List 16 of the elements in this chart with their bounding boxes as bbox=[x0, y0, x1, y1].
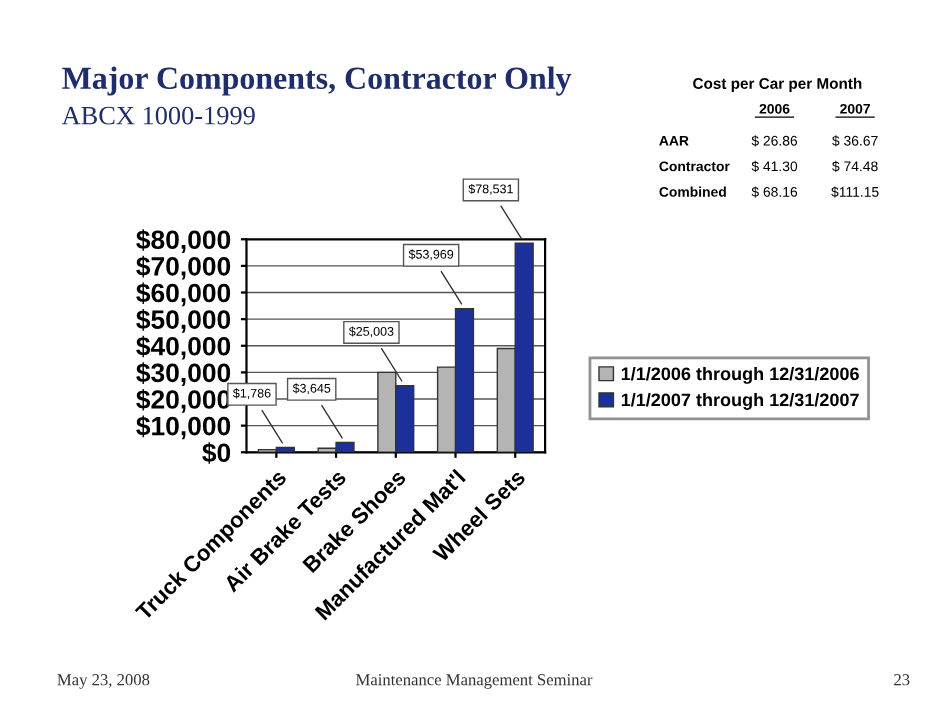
y-tick-label: $50,000 bbox=[136, 309, 231, 333]
y-tick-label: $10,000 bbox=[136, 415, 231, 440]
y-tick-label: $80,000 bbox=[136, 229, 231, 253]
text: May 23, 2008 bbox=[57, 674, 150, 689]
y-tick-label: $40,000 bbox=[136, 335, 231, 360]
chart-subtitle: ABCX 1000-1999 bbox=[61, 106, 255, 125]
y-tick-label: $70,000 bbox=[136, 255, 231, 280]
y-tick-label: $0 bbox=[202, 442, 231, 464]
y-tick-label: $20,000 bbox=[136, 389, 231, 413]
legend-label: 1/1/2007 through 12/31/2007 bbox=[621, 392, 859, 410]
text: 23 bbox=[894, 674, 910, 686]
text: Maintenance Management Seminar bbox=[356, 674, 593, 689]
legend-label: 1/1/2006 through 12/31/2006 bbox=[621, 366, 859, 384]
y-tick-label: $30,000 bbox=[136, 362, 231, 387]
chart-title: Major Components, Contractor Only bbox=[62, 66, 572, 96]
y-tick-label: $60,000 bbox=[136, 282, 231, 307]
